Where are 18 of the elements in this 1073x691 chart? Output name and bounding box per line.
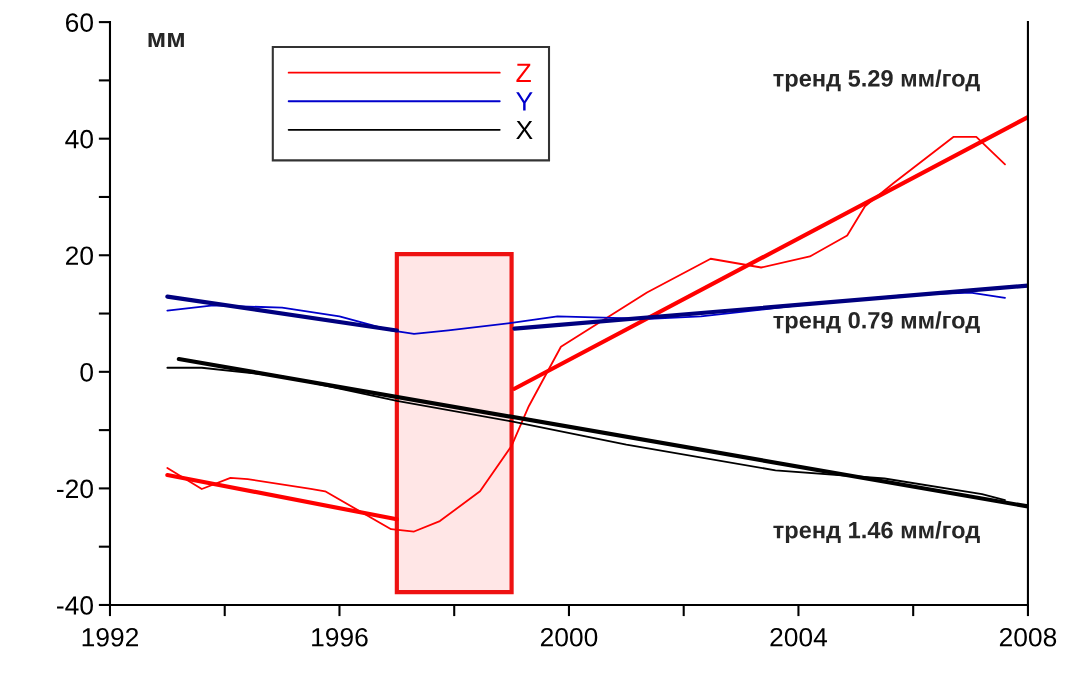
y-axis-title: мм bbox=[148, 33, 184, 48]
text: Y bbox=[516, 92, 533, 111]
annotation: тренд 1.46 мм/год bbox=[773, 521, 980, 544]
y-tick-label: 20 bbox=[65, 246, 93, 266]
text: Z bbox=[516, 63, 531, 82]
y-tick-label: 60 bbox=[66, 13, 93, 32]
x-tick-label: 2004 bbox=[770, 627, 828, 647]
x-tick-label: 1996 bbox=[312, 627, 368, 647]
y-tick-label: 0 bbox=[80, 362, 93, 382]
x-tick-label: 2000 bbox=[540, 627, 598, 647]
x-tick-label: 2008 bbox=[999, 627, 1057, 647]
y-tick-label: 40 bbox=[65, 129, 93, 149]
annotation: тренд 5.29 мм/год bbox=[773, 69, 980, 92]
text: X bbox=[516, 120, 533, 140]
y-tick-label: -20 bbox=[57, 479, 93, 499]
annotation: тренд 0.79 мм/год bbox=[773, 311, 980, 334]
y-tick-label: -40 bbox=[57, 596, 93, 615]
x-tick-label: 1992 bbox=[82, 627, 139, 647]
